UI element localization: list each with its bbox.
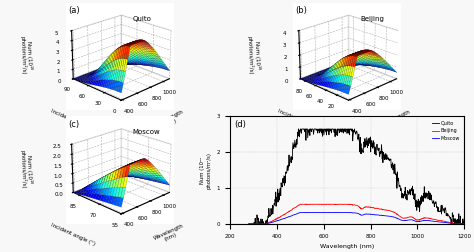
Quito (295, 128, 301, 131)
Text: (b): (b) (295, 6, 307, 15)
Beijing (301, 203, 307, 206)
Text: (a): (a) (68, 6, 80, 15)
Line: Quito: Quito (249, 129, 464, 224)
Quito (284, 170, 290, 173)
X-axis label: Wavelength
(nm): Wavelength (nm) (380, 109, 414, 132)
Text: Moscow: Moscow (133, 129, 161, 135)
Y-axis label: Incident angle (°): Incident angle (°) (50, 109, 96, 133)
Quito (301, 128, 307, 131)
Beijing (344, 203, 349, 206)
Moscow (284, 216, 290, 219)
Beijing (284, 211, 290, 214)
Beijing (246, 223, 252, 226)
Y-axis label: Num (10²⁰
photons/m²/s): Num (10²⁰ photons/m²/s) (201, 152, 211, 189)
Moscow (298, 211, 303, 214)
Moscow (409, 218, 414, 221)
Y-axis label: Incident angle (°): Incident angle (°) (277, 109, 323, 133)
X-axis label: Wavelength
(nm): Wavelength (nm) (153, 223, 187, 246)
Line: Moscow: Moscow (249, 212, 464, 224)
Text: (c): (c) (68, 120, 80, 129)
Quito (344, 128, 349, 131)
X-axis label: Wavelength
(nm): Wavelength (nm) (153, 109, 187, 132)
Quito (373, 153, 379, 156)
Text: Quito: Quito (133, 16, 152, 22)
Beijing (409, 215, 414, 218)
Moscow (301, 211, 307, 214)
Text: Beijing: Beijing (360, 16, 384, 22)
Moscow (461, 222, 467, 225)
Line: Beijing: Beijing (249, 204, 464, 224)
Quito (390, 168, 396, 171)
Beijing (390, 210, 396, 213)
Quito (409, 188, 414, 191)
Moscow (390, 215, 396, 218)
Beijing (373, 207, 379, 210)
Quito (461, 217, 467, 220)
X-axis label: Wavelength (nm): Wavelength (nm) (320, 244, 374, 249)
Text: (d): (d) (235, 120, 246, 129)
Moscow (246, 223, 252, 226)
Beijing (298, 203, 303, 206)
Beijing (461, 222, 467, 225)
Moscow (344, 211, 349, 214)
Legend: Quito, Beijing, Moscow: Quito, Beijing, Moscow (430, 119, 462, 143)
Moscow (373, 213, 379, 216)
Y-axis label: Incident angle (°): Incident angle (°) (50, 222, 96, 246)
Quito (246, 223, 252, 226)
